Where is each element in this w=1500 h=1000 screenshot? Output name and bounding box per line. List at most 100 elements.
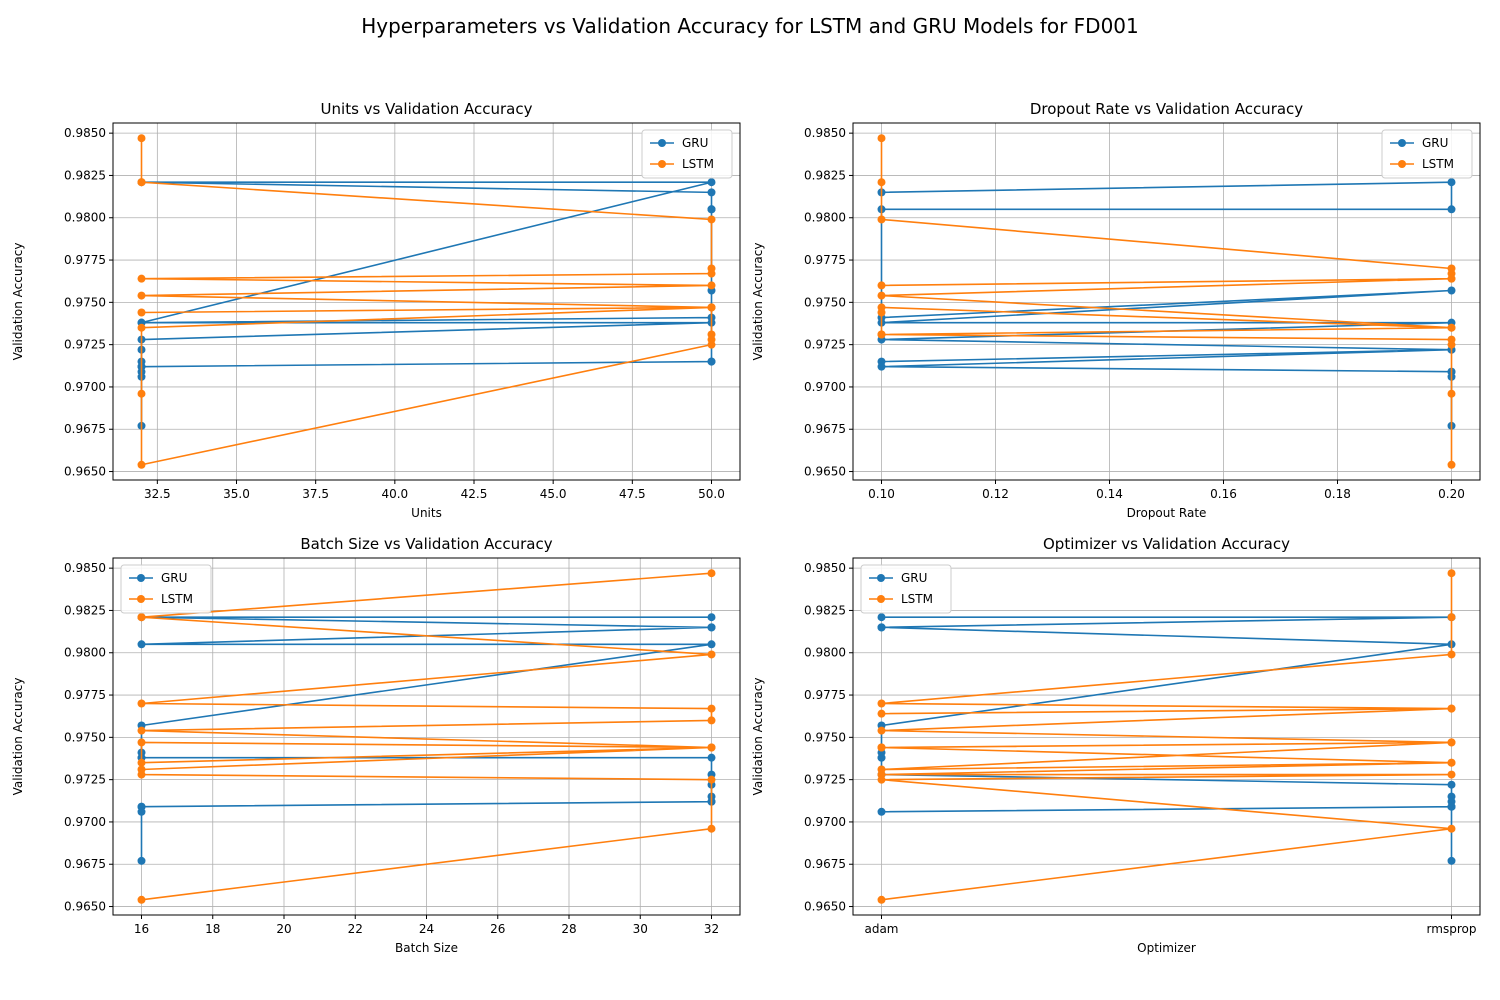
legend: GRU LSTM [860, 564, 952, 614]
series-line-lstm [880, 573, 1453, 901]
y-tick-label: 0.9725 [804, 773, 846, 787]
subplot-title: Optimizer vs Validation Accuracy [1043, 535, 1290, 553]
data-point-gru [877, 807, 886, 816]
y-axis-label: Validation Accuracy [11, 243, 25, 361]
legend-swatch-marker [1398, 160, 1406, 168]
y-tick-label: 0.9700 [64, 380, 106, 394]
data-point-lstm [877, 699, 886, 708]
data-point-gru [137, 856, 146, 865]
y-tick-label: 0.9700 [64, 815, 106, 829]
y-tick-label: 0.9650 [64, 465, 106, 479]
legend: GRU LSTM [1381, 129, 1473, 179]
y-tick-label: 0.9825 [804, 168, 846, 182]
x-tick-label: 35.0 [223, 487, 250, 501]
x-tick-label: 0.12 [982, 487, 1009, 501]
legend-label: LSTM [1422, 157, 1454, 171]
data-point-gru [877, 753, 886, 762]
data-point-lstm [137, 308, 146, 317]
data-point-lstm [137, 134, 146, 143]
series-line-gru [880, 181, 1453, 426]
y-tick-label: 0.9675 [804, 857, 846, 871]
x-tick-label: 40.0 [381, 487, 408, 501]
x-tick-label: 30 [633, 922, 648, 936]
data-point-gru [707, 188, 716, 197]
data-point-gru [707, 205, 716, 214]
data-point-lstm [877, 895, 886, 904]
x-axis-label: Batch Size [395, 941, 458, 955]
data-point-lstm [137, 613, 146, 622]
y-tick-label: 0.9750 [804, 730, 846, 744]
data-point-lstm [877, 178, 886, 187]
legend-label: LSTM [161, 592, 193, 606]
y-tick-label: 0.9750 [64, 295, 106, 309]
y-tick-label: 0.9650 [64, 900, 106, 914]
subplot-4: adam rmsprop 0.9650 0.9675 0.9700 0.9725 0.975… [751, 535, 1481, 955]
data-point-lstm [1447, 770, 1456, 779]
data-point-gru [1447, 205, 1456, 214]
x-tick-label: adam [864, 922, 898, 936]
legend-swatch-marker [877, 574, 885, 582]
data-point-gru [137, 640, 146, 649]
y-tick-label: 0.9775 [804, 688, 846, 702]
x-tick-label: 0.18 [1324, 487, 1351, 501]
y-tick-label: 0.9675 [804, 422, 846, 436]
data-point-lstm [707, 743, 716, 752]
subplot-title: Batch Size vs Validation Accuracy [300, 535, 552, 553]
legend-swatch-marker [1398, 139, 1406, 147]
x-tick-label: 18 [205, 922, 220, 936]
data-point-lstm [1447, 738, 1456, 747]
data-point-lstm [1447, 389, 1456, 398]
data-point-gru [707, 640, 716, 649]
data-point-lstm [1447, 323, 1456, 332]
x-tick-label: 37.5 [302, 487, 329, 501]
data-point-gru [1447, 178, 1456, 187]
y-tick-label: 0.9825 [64, 603, 106, 617]
data-point-lstm [137, 460, 146, 469]
y-axis-label: Validation Accuracy [751, 243, 765, 361]
legend: GRU LSTM [120, 564, 212, 614]
plot-frame [852, 557, 1481, 916]
subplot-2: 0.10 0.12 0.14 0.16 0.18 0.20 0.9650 0.9675 0.97… [751, 100, 1481, 520]
data-point-lstm [707, 303, 716, 312]
y-tick-label: 0.9800 [804, 646, 846, 660]
data-point-gru [707, 753, 716, 762]
data-point-gru [1447, 856, 1456, 865]
data-point-lstm [707, 824, 716, 833]
legend: GRU LSTM [641, 129, 733, 179]
y-tick-label: 0.9825 [64, 168, 106, 182]
data-point-lstm [1447, 274, 1456, 283]
data-point-lstm [137, 699, 146, 708]
series-line-gru [140, 616, 713, 861]
data-point-gru [1447, 802, 1456, 811]
data-point-lstm [1447, 758, 1456, 767]
series-line-gru [140, 181, 713, 427]
data-point-gru [877, 613, 886, 622]
data-point-lstm [877, 134, 886, 143]
data-point-lstm [707, 330, 716, 339]
data-point-lstm [1447, 340, 1456, 349]
data-point-lstm [707, 650, 716, 659]
y-axis-label: Validation Accuracy [751, 678, 765, 796]
data-point-lstm [137, 738, 146, 747]
data-point-lstm [707, 775, 716, 784]
data-point-lstm [877, 726, 886, 735]
data-point-lstm [877, 308, 886, 317]
x-tick-label: 20 [276, 922, 291, 936]
data-point-gru [707, 613, 716, 622]
x-axis-label: Dropout Rate [1127, 506, 1207, 520]
x-tick-label: 0.20 [1438, 487, 1465, 501]
data-point-gru [707, 178, 716, 187]
y-tick-label: 0.9800 [804, 211, 846, 225]
x-axis-label: Units [411, 506, 442, 520]
data-point-lstm [877, 215, 886, 224]
data-point-lstm [1447, 650, 1456, 659]
data-point-lstm [1447, 569, 1456, 578]
data-point-gru [1447, 780, 1456, 789]
data-point-lstm [707, 269, 716, 278]
y-tick-label: 0.9800 [64, 211, 106, 225]
data-point-lstm [707, 704, 716, 713]
y-tick-label: 0.9850 [804, 126, 846, 140]
x-tick-label: 50.0 [698, 487, 725, 501]
data-point-lstm [137, 291, 146, 300]
